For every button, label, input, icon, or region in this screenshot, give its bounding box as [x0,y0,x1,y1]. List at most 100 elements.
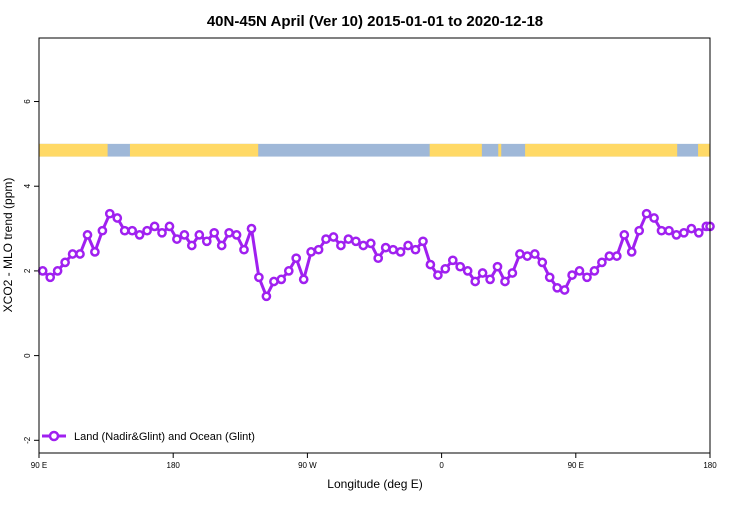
data-point [127,225,138,236]
data-point [462,266,473,276]
data-point [336,240,346,251]
data-point [552,282,563,293]
data-point [112,213,123,223]
data-point [75,249,85,259]
data-point [186,240,197,251]
data-point [492,261,503,272]
data-point [269,276,279,287]
data-point [276,274,287,285]
y-tick-label: 2 [23,268,32,273]
legend: Land (Nadir&Glint) and Ocean (Glint) [42,430,255,443]
data-point [597,257,607,268]
land-segment [129,143,259,157]
data-point [574,266,585,276]
data-point [328,232,339,242]
data-point [157,227,167,238]
data-point [403,240,413,251]
land-segment [525,143,678,157]
data-point [172,234,182,244]
data-point [656,225,667,236]
data-point [589,266,600,276]
data-point [194,230,205,240]
x-tick-label: 90 W [298,461,317,470]
data-point [507,268,518,278]
data-point [649,213,659,223]
data-point [119,225,130,236]
data-point [246,223,257,234]
x-tick-label: 180 [167,461,181,470]
data-point [522,251,533,261]
data-point [149,221,160,232]
data-point [298,274,309,285]
data-point [164,221,175,232]
data-point [544,272,555,283]
data-point [440,263,451,274]
data-point [209,227,220,238]
data-point [567,270,577,280]
data-point [291,253,302,264]
data-point [231,230,242,240]
legend-marker-swatch [48,430,60,442]
data-point [261,291,272,302]
data-point [537,257,548,268]
y-axis-label: XCO2 - MLO trend (ppm) [1,178,15,313]
data-point [216,240,227,251]
data-point [671,230,682,240]
y-tick-label: 4 [23,183,32,188]
plot-frame [38,37,711,454]
data-point [179,230,190,240]
y-tick-label: -2 [23,436,32,444]
data-point [351,236,361,247]
landmask-bar [39,143,710,157]
data-point [67,249,78,259]
legend-label: Land (Nadir&Glint) and Ocean (Glint) [74,431,255,443]
data-point [425,259,436,270]
data-point [45,272,56,283]
x-axis-label: Longitude (deg E) [327,477,422,491]
data-point [313,244,324,255]
data-point [641,208,652,219]
data-point [321,234,331,244]
data-point [201,236,212,247]
land-segment [498,143,502,157]
x-tick-label: 0 [439,461,444,470]
data-point [365,238,376,249]
data-point [693,227,704,238]
data-point [611,251,622,261]
data-point [604,251,615,261]
data-point [373,253,384,264]
data-point [634,225,645,236]
data-point [358,240,369,251]
data-point [447,255,458,266]
data-point [82,230,93,240]
data-point [529,249,540,259]
data-point [559,285,570,295]
land-segment [698,143,710,157]
x-tick-label: 90 E [31,461,47,470]
data-point [60,257,70,268]
data-point [306,247,316,257]
data-point [477,268,488,278]
data-point [104,208,115,219]
data-point [134,230,145,240]
axes: 90 E 180 90 W 0 90 E 180 -2 0 2 4 6 [23,99,717,470]
data-point [433,270,443,280]
data-point [485,274,495,285]
data-point [380,242,391,253]
data-point [395,247,406,257]
data-point [679,227,689,238]
data-point [515,249,525,259]
data-point [418,236,428,247]
x-tick-label: 180 [703,461,717,470]
data-point [410,244,421,255]
data-point [686,223,697,234]
data-point [388,244,398,255]
data-point [224,227,234,238]
data-point [52,266,63,276]
data-point [239,244,249,255]
series-layer [37,208,715,302]
x-tick-label: 90 E [568,461,584,470]
data-point [626,247,637,257]
